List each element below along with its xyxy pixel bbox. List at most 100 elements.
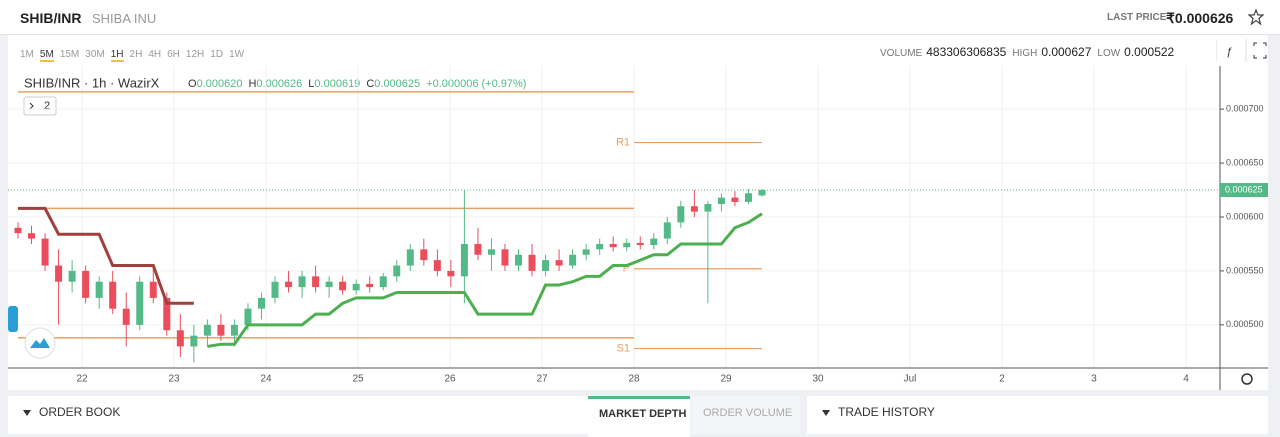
candle-body [109,281,117,309]
x-tick-label: 2 [999,374,1005,385]
legend-key: C [366,78,374,90]
candle-body [677,206,685,223]
candle-body [420,249,428,261]
stat-label: LOW [1097,48,1121,59]
candle-body [176,330,184,347]
pivot-label: S1 [617,342,630,354]
x-tick-label: 22 [76,374,88,385]
candle-body [744,193,752,202]
interval[interactable]: 1H [110,49,124,62]
stat-value: 483306306835 [926,45,1007,59]
tab-order-volume[interactable]: ORDER VOLUME [691,396,800,434]
candle-body [82,270,90,298]
candle-body [460,243,468,277]
tab-market-depth[interactable]: MARKET DEPTH [588,396,690,437]
stat-value: 0.000522 [1124,45,1175,59]
interval[interactable]: 15M [59,49,80,60]
candle-body [298,276,306,288]
star[interactable] [1248,9,1264,25]
legend-change: +0.000006 (+0.97%) [426,78,526,90]
interval[interactable]: 1D [210,49,224,60]
trade-history-panel[interactable]: TRADE HISTORY [807,396,1268,434]
candle-body [663,222,671,239]
x-tick-label: Jul [904,374,917,385]
candle-body [325,281,333,288]
interval[interactable]: 6H [167,49,180,60]
stat-value: 0.000627 [1041,45,1092,59]
supertrend-line [18,206,194,305]
indicator-toggle[interactable] [23,96,57,116]
candle-body [690,206,698,212]
x-tick-label: 24 [260,374,272,385]
candle-body [190,335,198,347]
last-price-label: LAST PRICE [1107,12,1167,23]
x-tick-label: 23 [168,374,180,385]
legend-key: H [248,78,256,90]
interval[interactable]: 4H [148,49,162,60]
candle-body [68,270,76,282]
candle-body [758,190,766,196]
candle-body [596,243,604,250]
order-book: ORDER BOOK [39,405,121,419]
intervals: 1M 5M 15M 30M 1H 2H 4H 6H 12H 1D 1W [20,44,250,62]
legend-value: 0.000619 [314,78,360,90]
y-tick-label: 0.000600 [1226,211,1264,221]
tab-label: MARKET DEPTH [599,408,687,420]
caret [822,410,830,416]
candle-body [28,233,36,239]
x-tick-label: 27 [536,374,548,385]
order-book-panel[interactable]: ORDER BOOK [8,396,588,434]
candle-body [136,281,144,325]
candle-body [217,324,225,336]
last-price: ₹0.000626 [1166,10,1234,26]
candle-body [650,238,658,246]
interval[interactable]: 1W [229,49,245,60]
candle-body [312,276,320,288]
candle-body [41,238,49,266]
candle-body [257,297,265,309]
candle-body [717,197,725,205]
trade-history: TRADE HISTORY [838,405,935,419]
candle-body [433,260,441,271]
legend-value: 0.000620 [197,78,243,90]
y-tick-label: 0.000500 [1226,319,1264,329]
stats: VOLUME 483306306835 HIGH 0.000627 LOW 0.00052… [880,43,1180,61]
candle-body [271,281,279,298]
candle-body [95,281,103,298]
legend-key: O [188,78,197,90]
coin-name: SHIBA INU [92,11,157,26]
interval[interactable]: 12H [185,49,205,60]
x-tick-label: 26 [444,374,456,385]
x-tick-label: 3 [1091,374,1097,385]
candle-body [122,308,130,325]
pivot-label: P [623,263,630,275]
side-tab [8,306,18,332]
candle-body [149,281,157,298]
candle-body [285,281,293,288]
legend-key: L [308,78,314,90]
legend-value: 0.000626 [256,78,302,90]
indicator-count: 2 [44,100,50,112]
interval[interactable]: 5M [39,49,54,62]
x-tick-label: 29 [720,374,732,385]
candle-body [636,242,644,246]
candle-body [623,242,631,248]
candle-body [474,243,482,255]
candle-body [55,265,63,282]
x-tick-label: 4 [1183,374,1189,385]
interval[interactable]: 1M [20,49,34,60]
candle-body [203,324,211,336]
candle-body [393,265,401,277]
toolbar-icons[interactable]: ƒ [1216,35,1268,66]
y-tick-label: 0.000700 [1226,104,1264,114]
candle-body [163,297,171,331]
interval[interactable]: 30M [85,49,105,60]
interval[interactable]: 2H [129,49,143,60]
candle-body [528,254,536,271]
candle-body [582,249,590,255]
x-tick-label: 25 [352,374,364,385]
last-price-label: 0.000625 [1225,184,1263,194]
candle-body [352,283,360,291]
candle-body [339,281,347,291]
candle-body [230,324,238,336]
